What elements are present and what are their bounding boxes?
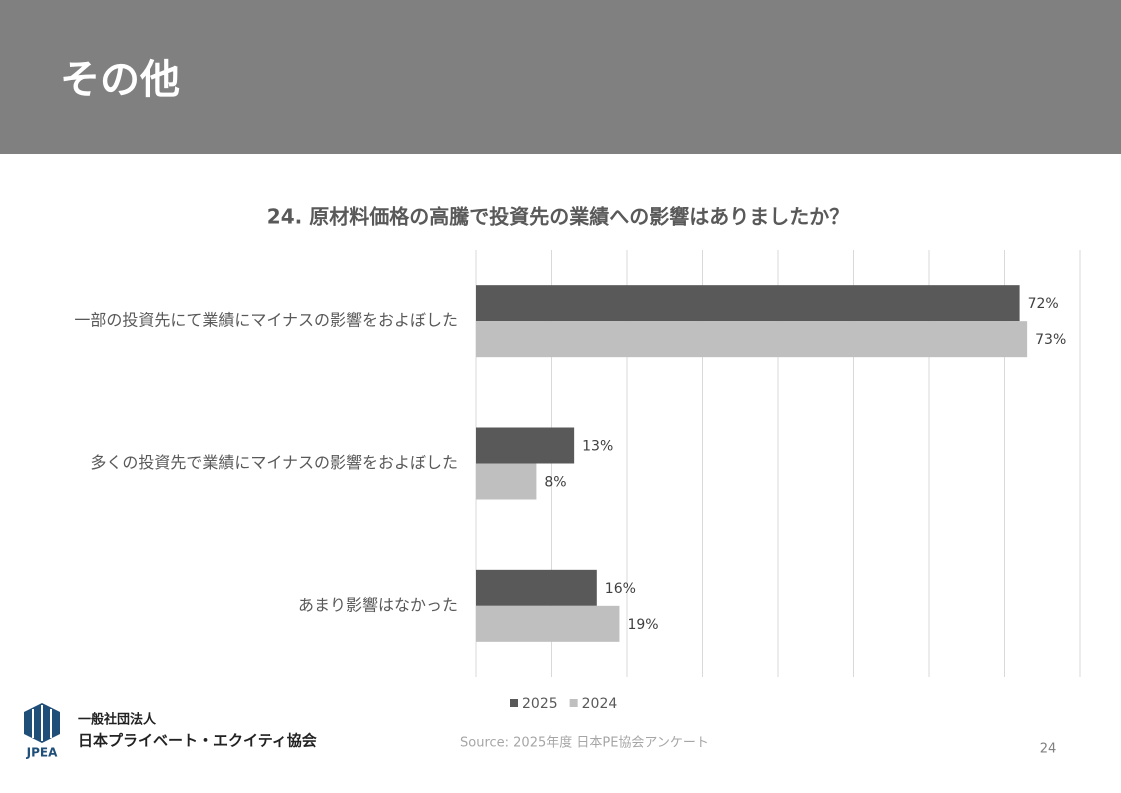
bar xyxy=(476,605,620,642)
plot: 一部の投資先にて業績にマイナスの影響をおよぼした 72% 73% 多くの投資先で業績に… xyxy=(74,250,1081,712)
value-label: 8% xyxy=(544,475,566,491)
slide-title: その他 xyxy=(60,57,180,103)
category-label: あまり影響はなかった xyxy=(298,595,458,614)
logo: JPEA 一般社団法人 日本プライベート・エクイティ協会 xyxy=(24,703,317,760)
bar xyxy=(476,285,1020,322)
chart-title: 24. 原材料価格の高騰で投資先の業績への影響はありましたか？ xyxy=(267,205,849,229)
org-type: 一般社団法人 xyxy=(78,712,157,728)
logo-text: JPEA xyxy=(26,746,58,760)
bar xyxy=(476,427,575,464)
bar xyxy=(476,463,537,500)
page-number: 24 xyxy=(1040,742,1057,757)
legend-swatch xyxy=(510,699,518,707)
org-name: 日本プライベート・エクイティ協会 xyxy=(78,732,317,750)
legend-label: 2024 xyxy=(582,696,618,712)
header-band xyxy=(0,0,1121,154)
legend-swatch xyxy=(569,699,578,707)
legend-label: 2025 xyxy=(522,696,558,712)
category-label: 一部の投資先にて業績にマイナスの影響をおよぼした xyxy=(74,311,458,330)
bar xyxy=(476,569,597,606)
source: Source: 2025年度 日本PE協会アンケート xyxy=(460,735,709,751)
bar xyxy=(476,321,1028,358)
value-label: 13% xyxy=(582,439,613,455)
value-label: 19% xyxy=(627,617,658,633)
value-label: 73% xyxy=(1035,332,1066,348)
value-label: 16% xyxy=(605,581,636,597)
category-label: 多くの投資先で業績にマイナスの影響をおよぼした xyxy=(90,453,458,472)
value-label: 72% xyxy=(1028,296,1059,312)
